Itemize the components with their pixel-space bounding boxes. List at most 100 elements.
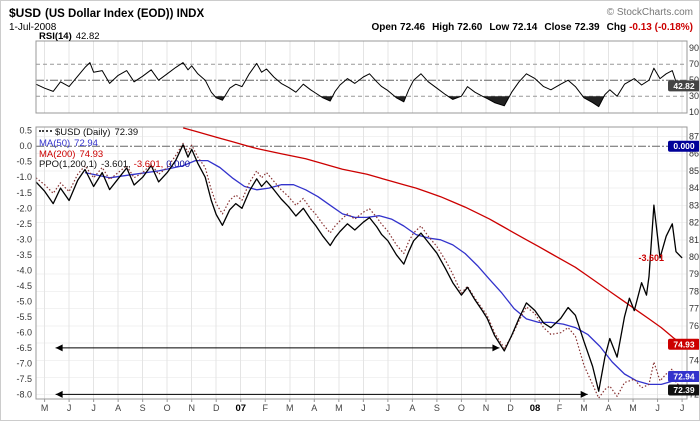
- x-axis-month-label: A: [606, 403, 612, 413]
- x-axis-month-label: D: [213, 403, 220, 413]
- series-MA(200): [182, 127, 683, 345]
- dotted-line-marker: [39, 130, 52, 134]
- open-label: Open: [371, 22, 398, 33]
- x-axis-month-label: S: [434, 403, 440, 413]
- close-label: Close: [544, 22, 572, 33]
- axis-badge: [668, 338, 699, 350]
- price-axis-label: 82: [689, 218, 699, 228]
- series-$USD (Daily): [35, 142, 683, 399]
- price-axis-label: 80: [689, 252, 699, 262]
- axis-badge-value: 74.93: [673, 339, 695, 349]
- ppo-axis-label: -2.0: [16, 203, 32, 213]
- ppo-axis-label: -1.5: [16, 188, 32, 198]
- price-axis-label: 77: [689, 304, 699, 314]
- ppo-axis-label: 0.0: [19, 141, 32, 151]
- arrow-head-right: [492, 344, 500, 352]
- price-axis-label: 86: [689, 149, 699, 159]
- rsi-axis-label: 50: [689, 75, 699, 85]
- x-axis-month-label: F: [557, 403, 563, 413]
- ppo-axis-label: -7.5: [16, 374, 32, 384]
- x-axis-month-label: J: [361, 403, 366, 413]
- ppo-axis-label: -5.5: [16, 312, 32, 322]
- axis-badge-value: 42.82: [673, 81, 695, 91]
- rsi-extreme-fill: [582, 96, 604, 107]
- x-axis-month-label: J: [655, 403, 660, 413]
- main-legend: $USD (Daily) 72.39 MA(50) 72.94 MA(200) 74.…: [39, 127, 191, 171]
- x-axis-month-label: O: [164, 403, 171, 413]
- main-panel-border: [35, 126, 688, 400]
- price-axis-label: 78: [689, 286, 699, 296]
- ppo-axis-label: -7.0: [16, 358, 32, 368]
- x-axis-month-label: J: [386, 403, 391, 413]
- ppo-axis-label: -3.0: [16, 234, 32, 244]
- axis-badge: [668, 140, 699, 152]
- ppo-last-value-label: -3.601: [638, 253, 664, 263]
- rsi-line: [35, 62, 683, 108]
- open-value: 72.46: [400, 22, 426, 33]
- month-gridlines: [44, 41, 683, 399]
- rsi-legend-value: 42.82: [75, 31, 100, 42]
- change-value: -0.13 (-0.18%): [629, 22, 693, 33]
- legend-ma50: MA(50) 72.94: [39, 137, 98, 149]
- axis-badge: [668, 384, 699, 396]
- page-title: $USD (US Dollar Index (EOD)) INDX: [9, 6, 204, 20]
- price-axis-label: 81: [689, 235, 699, 245]
- legend-ma200: MA(200) 74.93: [39, 148, 104, 160]
- x-axis-month-label: J: [67, 403, 72, 413]
- x-axis-month-label: A: [409, 403, 415, 413]
- low-label: Low: [489, 22, 510, 33]
- price-axis-label: 83: [689, 200, 699, 210]
- rsi-axis-label: 90: [689, 43, 699, 53]
- x-axis-month-label: D: [507, 403, 514, 413]
- symbol-description: (US Dollar Index (EOD)) INDX: [45, 8, 205, 20]
- price-axis-label: 74: [689, 355, 699, 365]
- rsi-axis-label: 10: [689, 107, 699, 117]
- axis-badge-value: 0.000: [673, 141, 695, 151]
- x-axis-month-label: J: [680, 403, 685, 413]
- ppo-axis-label: -2.5: [16, 219, 32, 229]
- ppo-axis-label: -6.0: [16, 327, 32, 337]
- low-value: 72.14: [512, 22, 538, 33]
- legend-ppo: PPO(1,200,1) -3.601, -3.601, 0.000: [39, 159, 191, 171]
- main-horizontal-grid: [36, 136, 687, 396]
- ppo-axis-label: -0.5: [16, 157, 32, 167]
- ppo-axis-label: -4.0: [16, 265, 32, 275]
- high-label: High: [432, 22, 455, 33]
- axis-badge: [668, 80, 699, 92]
- ppo-axis-label: -6.5: [16, 343, 32, 353]
- rsi-legend-label: RSI(14): [39, 31, 72, 42]
- symbol: $USD: [9, 6, 42, 20]
- rsi-extreme-fill: [320, 96, 333, 101]
- ohlc-quote-row: Open 72.46 High 72.60 Low 72.14 Close 72.39 Chg -…: [371, 22, 693, 33]
- arrow-head-left: [55, 390, 63, 398]
- x-axis-month-label: M: [335, 403, 343, 413]
- legend-usd: $USD (Daily) 72.39: [39, 127, 190, 139]
- x-axis-month-label: J: [91, 403, 96, 413]
- x-axis-year-label: 08: [530, 403, 541, 414]
- ppo-axis-label: -3.5: [16, 250, 32, 260]
- ppo-axis-label: -5.0: [16, 296, 32, 306]
- rsi-axis-label: 70: [689, 59, 699, 69]
- x-axis-month-label: M: [286, 403, 294, 413]
- x-axis-month-label: M: [629, 403, 637, 413]
- x-axis-month-label: N: [483, 403, 490, 413]
- axis-badge-value: 72.94: [673, 372, 695, 382]
- copyright: © StockCharts.com: [606, 7, 693, 18]
- ppo-axis-label: -1.0: [16, 172, 32, 182]
- x-axis-month-label: M: [580, 403, 588, 413]
- price-axis-label: 84: [689, 183, 699, 193]
- rsi-panel-border: [35, 40, 688, 114]
- arrow-head-right: [580, 390, 588, 398]
- rsi-axis-label: 30: [689, 91, 699, 101]
- price-axis-label: 87: [689, 132, 699, 142]
- price-axis-label: 79: [689, 269, 699, 279]
- arrow-head-left: [55, 344, 63, 352]
- change-label: Chg: [606, 22, 627, 33]
- series-PPO(1,200,1): [35, 144, 683, 392]
- x-axis-month-label: S: [140, 403, 146, 413]
- series-MA(50): [84, 159, 683, 386]
- close-value: 72.39: [574, 22, 600, 33]
- rsi-legend: RSI(14) 42.82: [39, 31, 100, 42]
